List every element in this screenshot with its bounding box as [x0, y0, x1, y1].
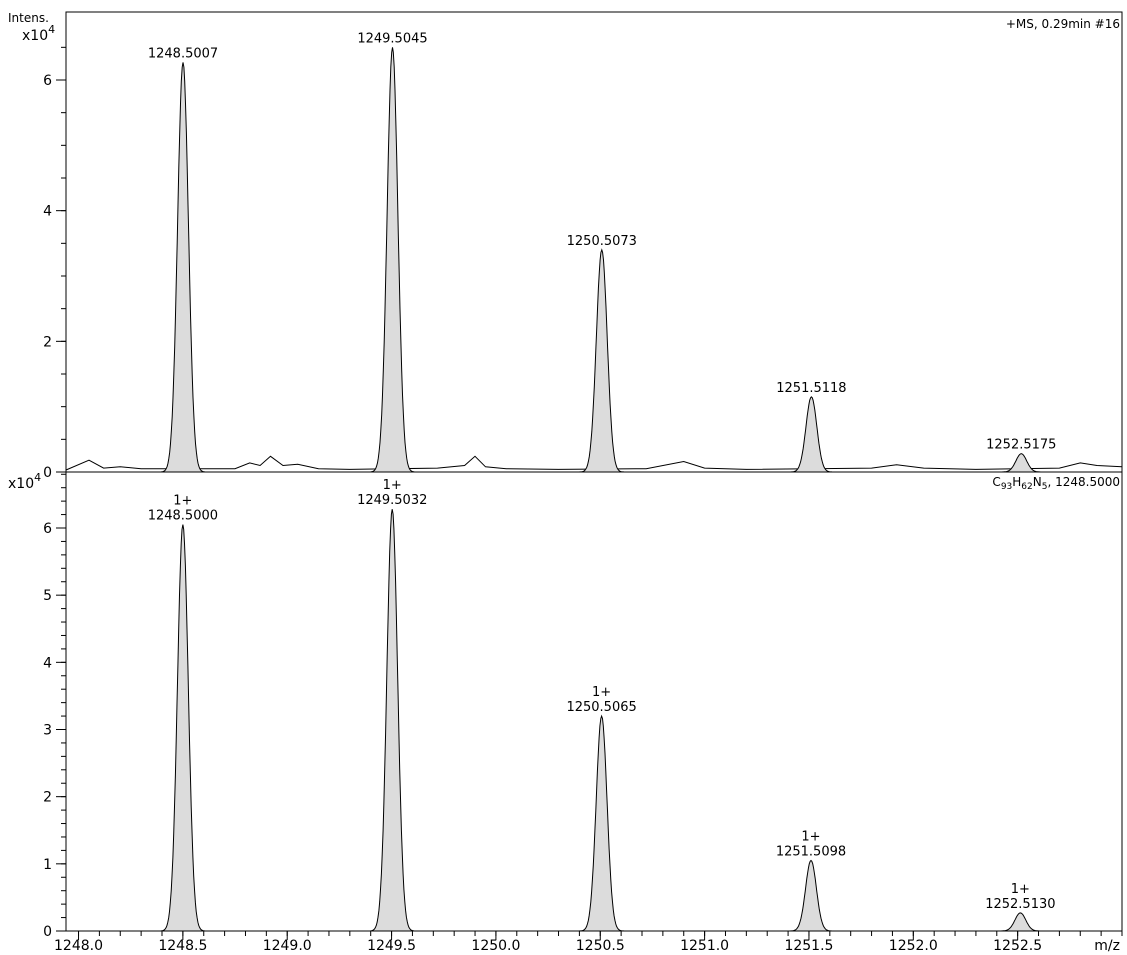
bottom-y-axis: 0 1 2 3 4 5 6	[43, 473, 66, 940]
top-peak-labels: 1248.5007 1249.5045 1250.5073 1251.5118 1252…	[148, 31, 1057, 452]
top-peak	[370, 47, 415, 473]
top-peak	[789, 396, 834, 473]
bottom-peak	[160, 524, 206, 932]
bottom-peak-label: 1248.5000	[148, 509, 218, 524]
x-tick-label: 1248.5	[158, 938, 207, 954]
bottom-peak	[370, 509, 415, 932]
bottom-y-tick-label: 5	[43, 588, 52, 604]
formula-text: N	[1033, 475, 1042, 489]
x-tick-label: 1250.0	[471, 938, 520, 954]
x-tick-label: 1248.0	[54, 938, 103, 954]
bottom-peak-charge: 1+	[383, 478, 402, 493]
bottom-y-tick-label: 1	[43, 857, 52, 873]
top-scale-exponent: 4	[48, 23, 55, 36]
bottom-y-tick-label: 6	[43, 521, 52, 537]
bottom-peak-charge: 1+	[1011, 882, 1030, 897]
x-tick-label: 1249.5	[367, 938, 416, 954]
top-noise-trace	[65, 455, 1123, 471]
bottom-peak-labels: 1+1248.50001+1249.50321+1250.50651+1251.…	[148, 478, 1056, 912]
bottom-y-tick-label: 3	[43, 723, 52, 739]
bottom-peak-label: 1249.5032	[357, 493, 427, 508]
bottom-scale-exponent: 4	[34, 471, 41, 484]
bottom-peak	[579, 714, 624, 932]
x-tick-label: 1251.5	[784, 938, 833, 954]
bottom-peaks	[160, 509, 1043, 932]
formula-text: H	[1012, 475, 1021, 489]
x-axis: 1248.0 1248.5 1249.0 1249.5 1250.0 1250.5 1251…	[54, 931, 1123, 954]
top-y-tick-label: 2	[43, 334, 52, 350]
bottom-peak	[789, 859, 833, 932]
top-peak-label: 1248.5007	[148, 46, 218, 61]
x-axis-unit: m/z	[1094, 938, 1120, 954]
top-noise-line	[65, 455, 1123, 471]
top-y-tick-label: 6	[43, 73, 52, 89]
top-peaks	[160, 47, 1043, 473]
x-tick-label: 1251.0	[680, 938, 729, 954]
y-axis-title: Intens.	[8, 11, 49, 25]
formula-subscript: 62	[1021, 482, 1032, 492]
formula-subscript: 93	[1001, 482, 1012, 492]
bottom-peak-charge: 1+	[592, 685, 611, 700]
bottom-peak	[998, 912, 1043, 932]
formula-text: C	[992, 475, 1000, 489]
bottom-scale-label: x104	[8, 471, 41, 492]
top-y-tick-label: 0	[43, 465, 52, 481]
bottom-y-tick-label: 2	[43, 790, 52, 806]
bottom-scale-base: x10	[8, 476, 34, 492]
bottom-peak-charge: 1+	[801, 829, 820, 844]
bottom-panel-formula: C93H62N5, 1248.5000	[992, 475, 1120, 492]
top-scale-label: x104	[22, 23, 55, 44]
top-peak	[160, 62, 206, 473]
top-peak-label: 1250.5073	[567, 234, 637, 249]
bottom-y-tick-label: 0	[43, 924, 52, 940]
bottom-y-tick-label: 4	[43, 655, 52, 671]
top-peak-label: 1249.5045	[357, 31, 427, 46]
top-scale-base: x10	[22, 28, 48, 44]
top-panel-info: +MS, 0.29min #16	[1006, 17, 1120, 31]
top-y-axis: 0 2 4 6	[43, 46, 66, 481]
top-peak-label: 1251.5118	[776, 381, 846, 396]
top-peak-label: 1252.5175	[986, 438, 1056, 453]
formula-subscript: 5	[1042, 482, 1048, 492]
x-tick-label: 1252.5	[993, 938, 1042, 954]
x-tick-label: 1252.0	[889, 938, 938, 954]
formula-text: , 1248.5000	[1047, 475, 1120, 489]
bottom-peak-label: 1250.5065	[566, 700, 636, 715]
top-y-tick-label: 4	[43, 204, 52, 220]
top-peak	[579, 248, 624, 473]
bottom-peak-label: 1251.5098	[776, 844, 846, 859]
x-tick-label: 1250.5	[576, 938, 625, 954]
bottom-peak-charge: 1+	[173, 494, 192, 509]
bottom-peak-label: 1252.5130	[985, 897, 1055, 912]
x-tick-label: 1249.0	[263, 938, 312, 954]
